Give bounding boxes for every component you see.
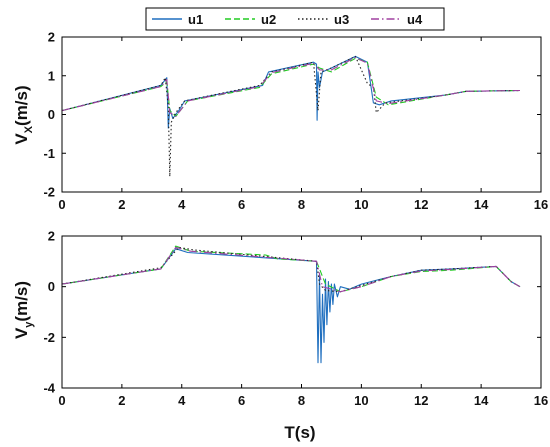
vy-ylabel-unit: (m/s): [12, 281, 31, 322]
vx-series-u1: [61, 55, 521, 129]
vy-xtick-label: 10: [354, 393, 368, 408]
vy-xtick-label: 2: [118, 393, 125, 408]
vy-ytick-label: -4: [43, 381, 55, 396]
vy-xtick-label: 0: [58, 393, 65, 408]
vx-ytick-label: 1: [48, 68, 55, 83]
vy-xtick-label: 4: [178, 393, 186, 408]
vx-ylabel-unit: (m/s): [12, 85, 31, 126]
vx-xtick-label: 16: [534, 197, 548, 212]
vy-xtick-label: 12: [414, 393, 428, 408]
vy-xtick-label: 14: [474, 393, 489, 408]
vy-ytick-label: 2: [48, 229, 55, 244]
vx-plot-area: [61, 36, 542, 193]
vx-xtick-label: 10: [354, 197, 368, 212]
vx-ylabel: VX(m/s): [12, 85, 35, 144]
legend-label-u4: u4: [407, 12, 423, 27]
vx-xtick-label: 6: [238, 197, 245, 212]
vx-ylabel-main: V: [12, 133, 31, 145]
vy-ylabel-main: V: [12, 327, 31, 339]
legend-box: [145, 7, 445, 31]
vy-ytick-label: 0: [48, 279, 55, 294]
vx-ytick-label: 2: [48, 30, 55, 45]
vx-xtick-label: 12: [414, 197, 428, 212]
legend: u1 u2 u3 u4: [145, 7, 445, 31]
vx-series-u4: [61, 56, 521, 117]
vx-ytick-label: -2: [43, 185, 55, 200]
vy-ylabel-sub: y: [23, 321, 35, 328]
vx-ytick-label: -1: [43, 146, 55, 161]
vy-xtick-label: 6: [238, 393, 245, 408]
vy-series-u4: [61, 246, 521, 293]
vx-xtick-label: 8: [298, 197, 305, 212]
vx-xtick-label: 4: [178, 197, 186, 212]
legend-label-u1: u1: [188, 12, 203, 27]
vx-ytick-label: 0: [48, 107, 55, 122]
vy-ylabel: Vy(m/s): [12, 281, 35, 339]
vy-plot-area: [61, 235, 542, 389]
legend-label-u3: u3: [334, 12, 349, 27]
vx-ylabel-sub: X: [23, 125, 35, 133]
vx-series-u3: [61, 55, 521, 178]
vx-xtick-label: 0: [58, 197, 65, 212]
vy-series-u1: [61, 248, 521, 364]
legend-label-u2: u2: [261, 12, 276, 27]
vy-ytick-label: -2: [43, 330, 55, 345]
vy-xtick-label: 16: [534, 393, 548, 408]
x-axis-label: T(s): [284, 423, 315, 442]
vy-xtick-label: 8: [298, 393, 305, 408]
vy-series-u2: [61, 245, 521, 293]
vx-xtick-label: 14: [474, 197, 489, 212]
vy-panel: Vy(m/s) T(s) 0 2 4 6 8 10 12 14 16 2 0 -2 -4: [12, 229, 548, 443]
vx-xtick-label: 2: [118, 197, 125, 212]
